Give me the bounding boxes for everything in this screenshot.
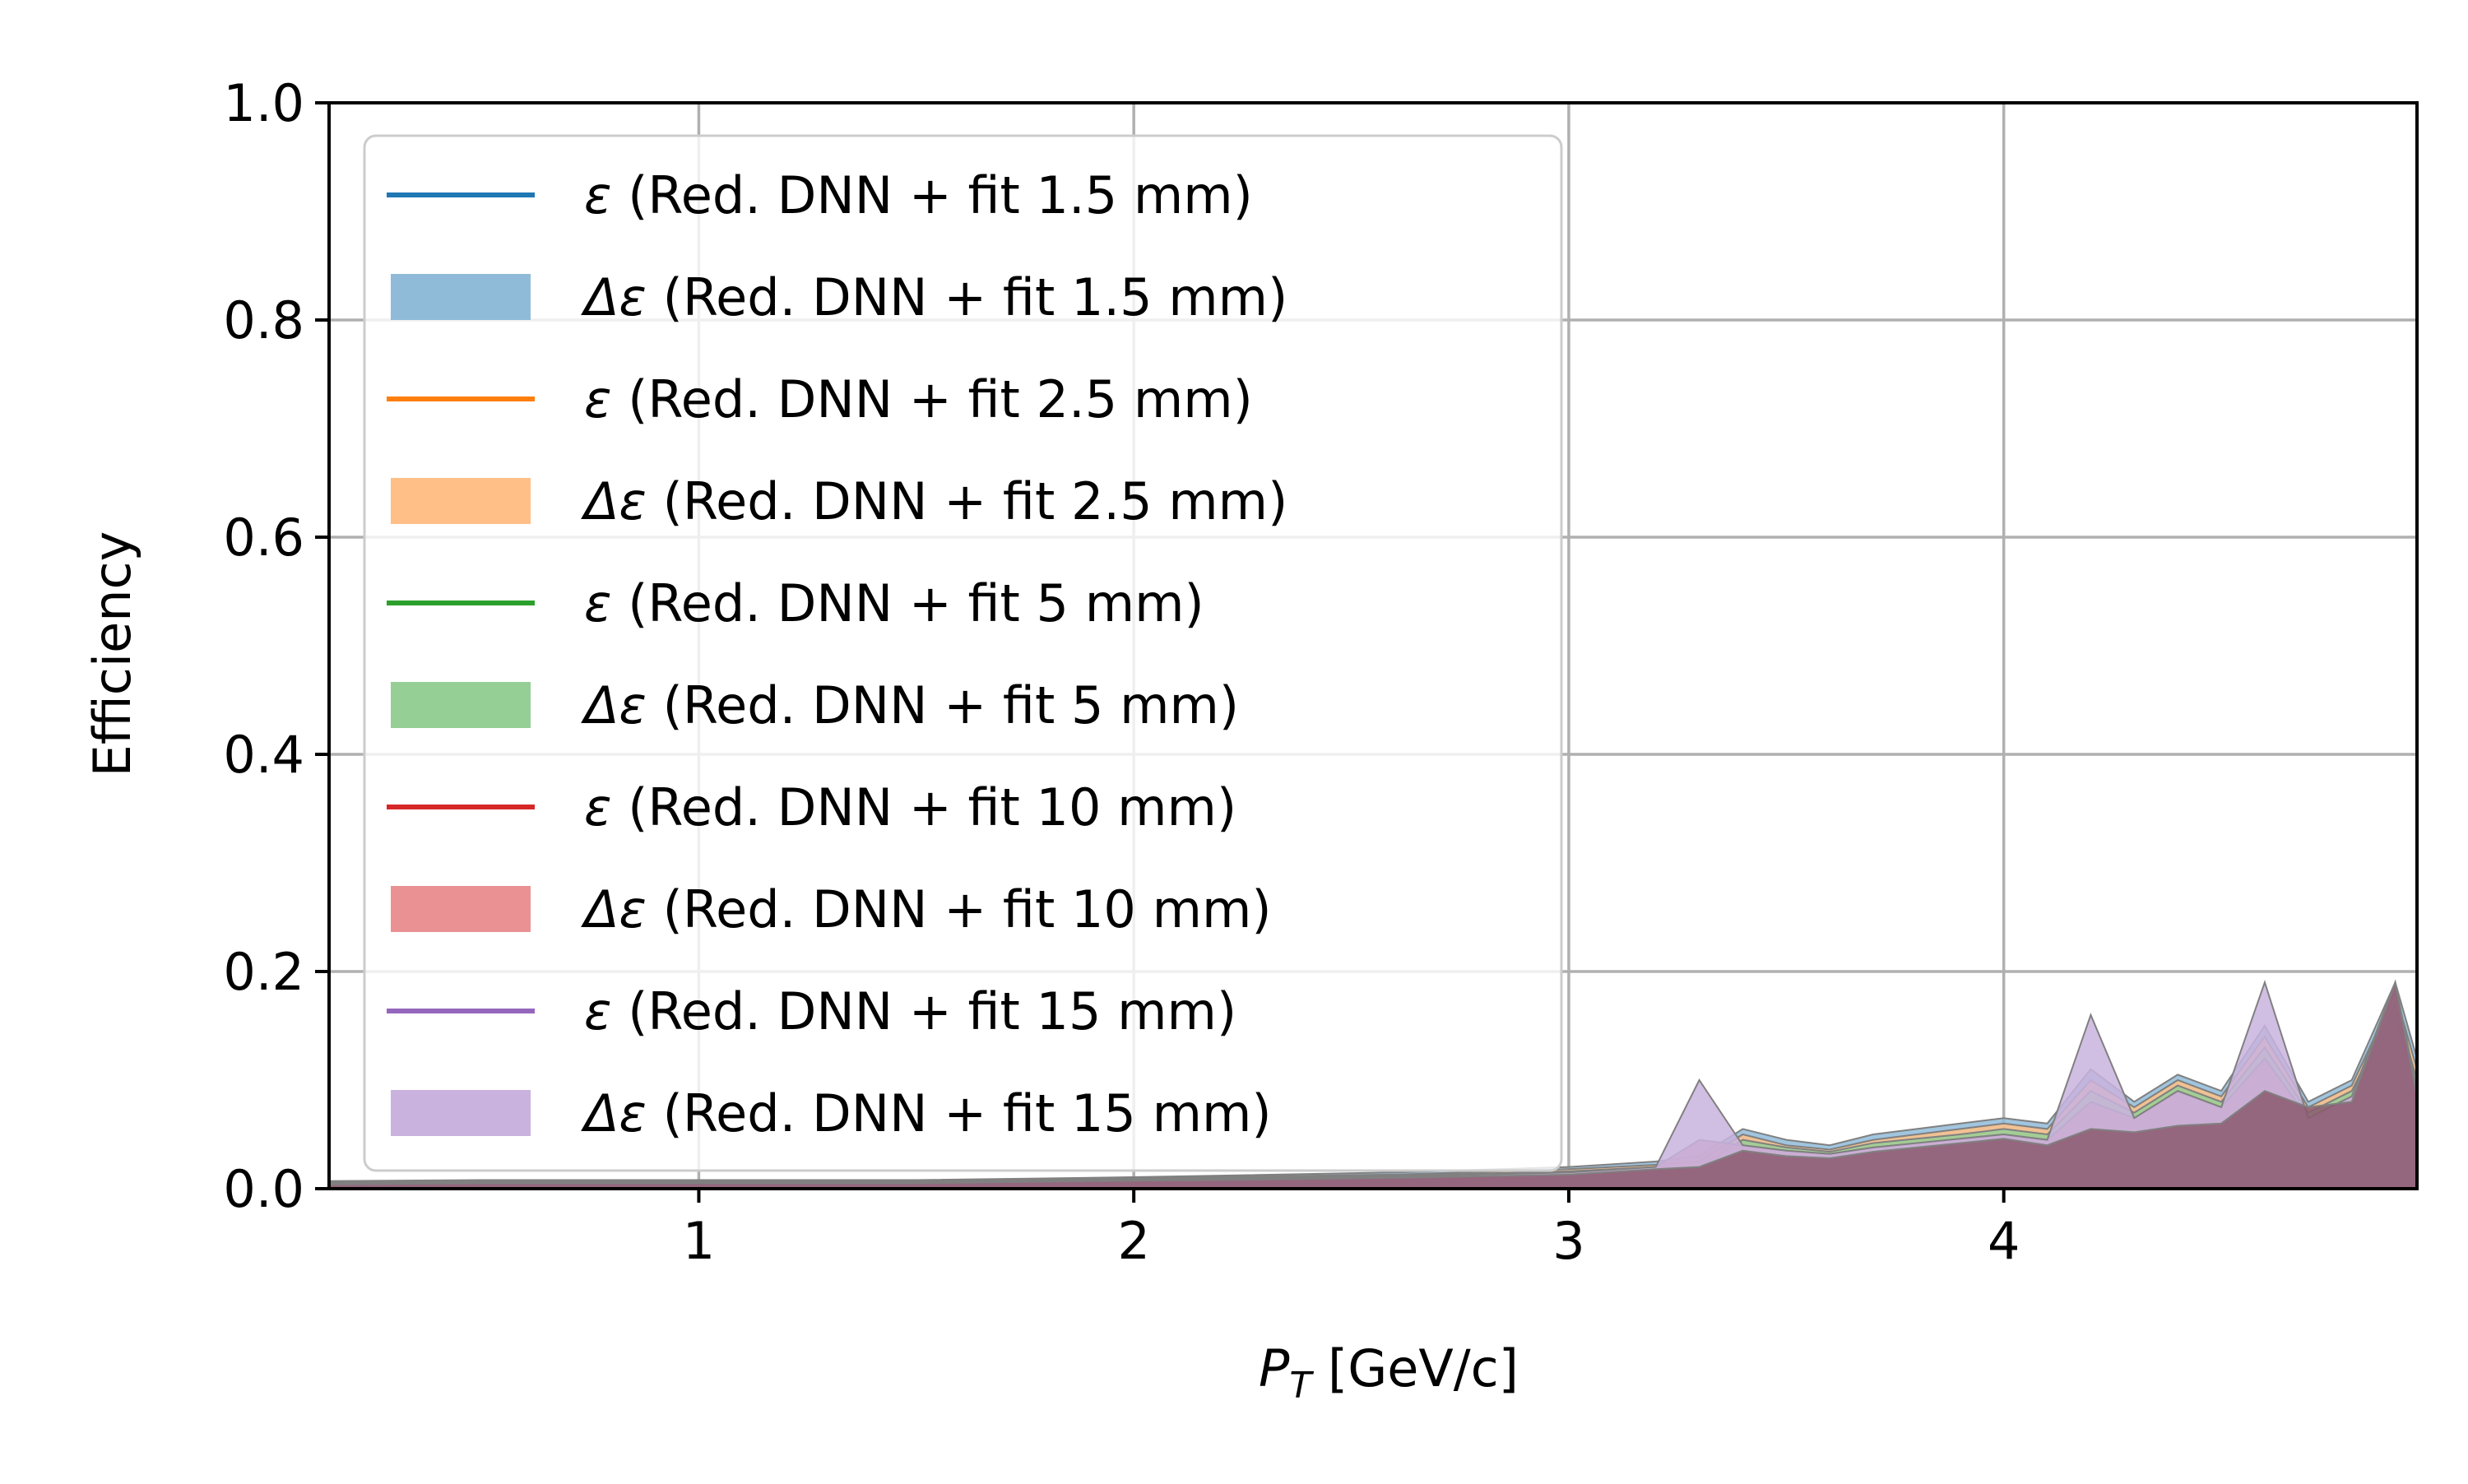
legend-label-7: Δε (Red. DNN + fit 10 mm) — [581, 879, 1272, 939]
efficiency-bands — [328, 979, 2418, 1190]
y-tick-label-3: 0.6 — [223, 508, 304, 568]
legend-label-6: ε (Red. DNN + fit 10 mm) — [584, 777, 1236, 837]
x-axis-label-main: P — [1259, 1338, 1290, 1398]
legend-symbol-3: Δε — [581, 471, 647, 531]
legend-text-3: (Red. DNN + fit 2.5 mm) — [647, 471, 1287, 531]
legend-swatch-band-7 — [391, 886, 531, 932]
legend-symbol-5: Δε — [581, 675, 647, 735]
legend-symbol-2: ε — [584, 369, 612, 429]
legend-symbol-9: Δε — [581, 1083, 647, 1143]
legend-text-2: (Red. DNN + fit 2.5 mm) — [612, 369, 1253, 429]
legend-label-0: ε (Red. DNN + fit 1.5 mm) — [584, 165, 1253, 225]
legend-symbol-8: ε — [584, 981, 612, 1041]
legend-label-2: ε (Red. DNN + fit 2.5 mm) — [584, 369, 1253, 429]
legend-text-8: (Red. DNN + fit 15 mm) — [612, 981, 1237, 1041]
legend-text-9: (Red. DNN + fit 15 mm) — [647, 1083, 1272, 1143]
x-tick-label-3: 4 — [1988, 1211, 2020, 1271]
legend-text-4: (Red. DNN + fit 5 mm) — [612, 573, 1204, 633]
legend-text-6: (Red. DNN + fit 10 mm) — [612, 777, 1237, 837]
y-tick-label-0: 0.0 — [223, 1159, 304, 1219]
legend-text-0: (Red. DNN + fit 1.5 mm) — [612, 165, 1253, 225]
x-tick-label-1: 2 — [1117, 1211, 1149, 1271]
legend-label-5: Δε (Red. DNN + fit 5 mm) — [581, 675, 1239, 735]
x-tick-label-2: 3 — [1552, 1211, 1584, 1271]
legend: ε (Red. DNN + fit 1.5 mm)Δε (Red. DNN + … — [363, 134, 1563, 1172]
legend-swatch-band-5 — [391, 682, 531, 728]
legend-label-4: ε (Red. DNN + fit 5 mm) — [584, 573, 1204, 633]
x-axis-label-unit: [GeV/c] — [1311, 1338, 1519, 1398]
x-axis-label-subscript: T — [1289, 1365, 1314, 1407]
legend-swatch-band-1 — [391, 274, 531, 320]
tick-marks — [315, 101, 2006, 1203]
axes-frame — [327, 101, 2419, 1190]
legend-symbol-4: ε — [584, 573, 612, 633]
legend-text-7: (Red. DNN + fit 10 mm) — [647, 879, 1272, 939]
legend-symbol-6: ε — [584, 777, 612, 837]
x-axis-label: PT [GeV/c] — [1259, 1338, 1519, 1407]
efficiency-band-5 — [328, 979, 2418, 1190]
legend-swatch-band-9 — [391, 1090, 531, 1136]
legend-label-3: Δε (Red. DNN + fit 2.5 mm) — [581, 471, 1287, 531]
legend-text-1: (Red. DNN + fit 1.5 mm) — [647, 267, 1287, 327]
legend-label-1: Δε (Red. DNN + fit 1.5 mm) — [581, 267, 1287, 327]
legend-label-9: Δε (Red. DNN + fit 15 mm) — [581, 1083, 1272, 1143]
efficiency-band-1 — [328, 990, 2418, 1190]
legend-swatch-band-3 — [391, 478, 531, 524]
tick-labels: 1 2 3 4 0.0 0.2 0.4 0.6 0.8 1.0 — [223, 73, 2020, 1271]
y-axis-label: Efficiency — [82, 531, 142, 777]
legend-symbol-0: ε — [584, 165, 612, 225]
y-tick-label-5: 1.0 — [223, 73, 304, 133]
legend-box — [363, 134, 1563, 1172]
legend-label-8: ε (Red. DNN + fit 15 mm) — [584, 981, 1236, 1041]
legend-symbol-1: Δε — [581, 267, 647, 327]
y-tick-label-2: 0.4 — [223, 725, 304, 785]
legend-symbol-7: Δε — [581, 879, 647, 939]
x-tick-label-0: 1 — [683, 1211, 715, 1271]
axes-border — [327, 101, 2419, 1190]
y-tick-label-4: 0.8 — [223, 290, 304, 350]
y-tick-label-1: 0.2 — [223, 942, 304, 1002]
legend-text-5: (Red. DNN + fit 5 mm) — [647, 675, 1239, 735]
